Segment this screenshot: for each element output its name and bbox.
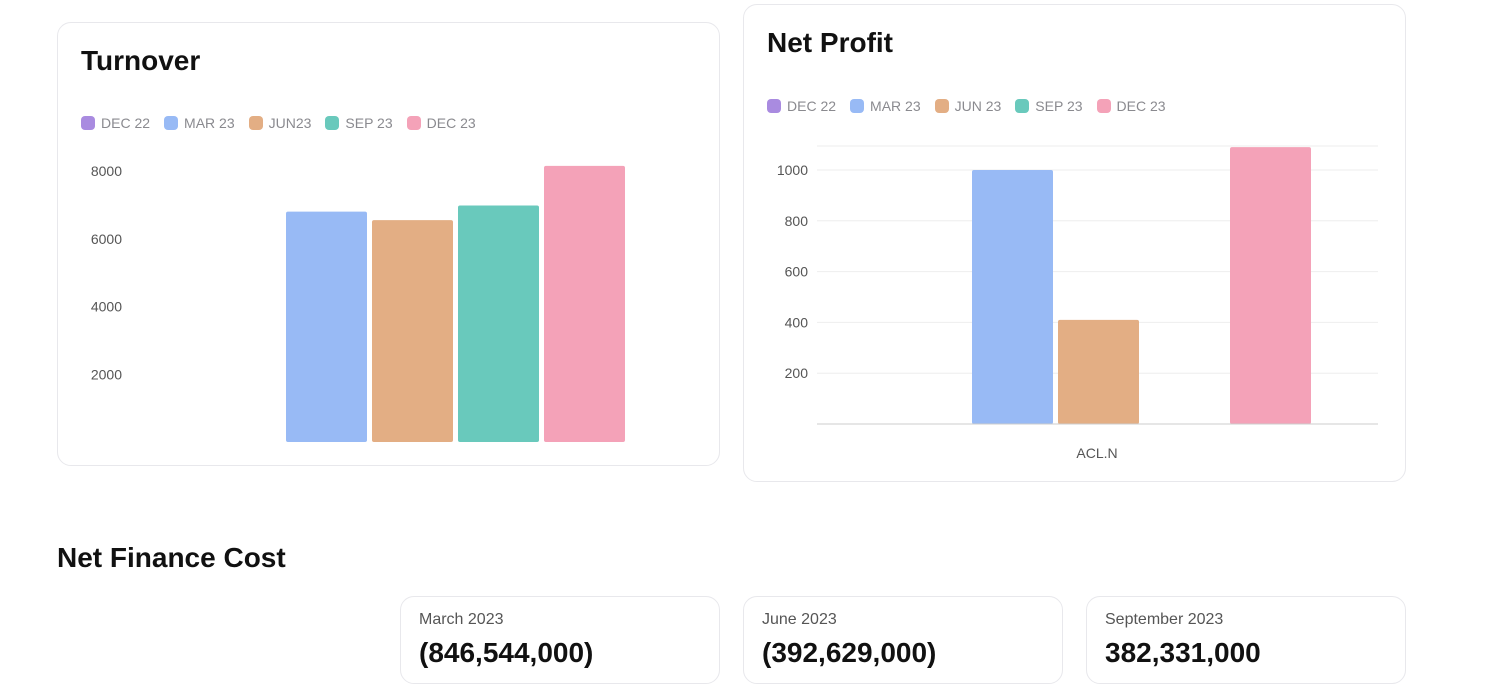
net-profit-legend-item[interactable]: DEC 23 (1096, 98, 1166, 114)
legend-swatch (1015, 99, 1030, 113)
stat-card-june: June 2023 (392,629,000) (743, 596, 1063, 684)
legend-label: DEC 22 (787, 98, 837, 114)
stat-value: (846,544,000) (419, 637, 594, 668)
y-tick-label: 800 (785, 213, 809, 229)
turnover-legend: DEC 22 MAR 23 JUN23 SEP 23 DEC 23 (81, 115, 476, 131)
legend-label: DEC 22 (101, 115, 151, 131)
stat-value: 382,331,000 (1105, 637, 1261, 668)
turnover-legend-item[interactable]: DEC 23 (406, 115, 476, 131)
legend-label: MAR 23 (184, 115, 235, 131)
legend-label: SEP 23 (345, 115, 393, 131)
legend-swatch (850, 99, 865, 113)
net-profit-legend: DEC 22 MAR 23 JUN 23 SEP 23 DEC 23 (767, 98, 1166, 114)
legend-label: SEP 23 (1035, 98, 1083, 114)
net-profit-title: Net Profit (767, 27, 893, 58)
legend-swatch (934, 99, 949, 113)
legend-swatch (164, 116, 179, 130)
turnover-legend-item[interactable]: DEC 22 (81, 115, 150, 131)
net-profit-chart: 1000 800 600 400 200 ACL.N (777, 145, 1378, 461)
legend-swatch (767, 99, 781, 113)
bar-mar-23 (286, 211, 367, 442)
net-profit-legend-item[interactable]: SEP 23 (1015, 98, 1083, 114)
legend-label: DEC 23 (426, 115, 476, 131)
legend-swatch (325, 116, 340, 130)
y-tick-label: 600 (785, 264, 809, 280)
bar-jun23 (372, 220, 453, 442)
turnover-legend-item[interactable]: MAR 23 (164, 115, 235, 131)
legend-swatch (248, 116, 263, 130)
y-tick-label: 8000 (91, 163, 122, 179)
bar-jun-23 (1058, 319, 1139, 424)
y-tick-label: 1000 (777, 162, 808, 178)
legend-swatch (406, 116, 421, 130)
y-tick-label: 4000 (91, 299, 122, 315)
y-tick-label: 400 (785, 314, 809, 330)
bar-mar-23 (972, 170, 1053, 424)
net-profit-legend-item[interactable]: JUN 23 (934, 98, 1002, 114)
legend-label: JUN23 (268, 115, 312, 131)
bar-sep-23 (458, 205, 539, 442)
net-profit-legend-item[interactable]: MAR 23 (850, 98, 921, 114)
legend-label: DEC 23 (1116, 98, 1166, 114)
legend-label: JUN 23 (954, 98, 1002, 114)
turnover-title: Turnover (81, 45, 201, 76)
bar-dec-23 (544, 165, 625, 442)
stat-label: March 2023 (419, 611, 504, 628)
legend-swatch (1096, 99, 1111, 113)
legend-swatch (81, 116, 95, 130)
legend-label: MAR 23 (870, 98, 921, 114)
stat-value: (392,629,000) (762, 637, 937, 668)
y-tick-label: 6000 (91, 231, 122, 247)
turnover-card: Turnover DEC 22 MAR 23 JUN23 SEP 23 DEC 23 8… (57, 22, 720, 466)
stat-card-march: March 2023 (846,544,000) (400, 596, 720, 684)
turnover-legend-item[interactable]: JUN23 (248, 115, 312, 131)
bar-dec-23 (1230, 147, 1311, 424)
net-finance-cost-title: Net Finance Cost (57, 542, 286, 573)
stat-label: June 2023 (762, 611, 837, 628)
turnover-legend-item[interactable]: SEP 23 (325, 115, 393, 131)
net-profit-legend-item[interactable]: DEC 22 (767, 98, 836, 114)
stat-label: September 2023 (1105, 611, 1224, 628)
net-profit-card: Net Profit DEC 22 MAR 23 JUN 23 SEP 23 DEC 2… (743, 4, 1406, 482)
stat-card-september: September 2023 382,331,000 (1086, 596, 1406, 684)
y-tick-label: 2000 (91, 366, 122, 382)
x-tick-label: ACL.N (1076, 445, 1117, 461)
y-tick-label: 200 (785, 365, 809, 381)
turnover-chart: 8000 6000 4000 2000 (91, 163, 625, 442)
